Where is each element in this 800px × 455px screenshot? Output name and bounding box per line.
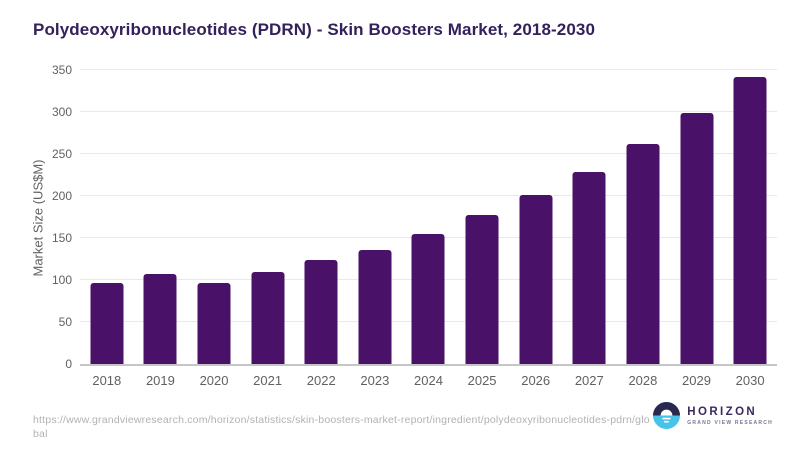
bar-slot-2021: 2021	[241, 70, 295, 388]
bar-2022	[304, 259, 338, 364]
bar-2024	[411, 233, 445, 364]
y-tick-label-50: 50	[58, 315, 72, 329]
bar-slot-2028: 2028	[616, 70, 670, 388]
x-tick-label-2027: 2027	[574, 373, 604, 388]
y-tick-label-200: 200	[51, 189, 72, 203]
logo-text: HORIZON GRAND VIEW RESEARCH	[687, 406, 773, 426]
bar-2025	[465, 215, 499, 364]
x-tick-label-2024: 2024	[414, 373, 443, 388]
x-tick-label-2028: 2028	[628, 373, 658, 388]
gridline-350	[80, 69, 777, 70]
x-tick-label-2030: 2030	[735, 373, 765, 388]
source-url-line-1: https://www.grandviewresearch.com/horizo…	[33, 414, 650, 426]
bar-2030	[733, 76, 767, 364]
x-tick-label-2026: 2026	[521, 373, 551, 388]
y-axis-title: Market Size (US$M)	[30, 159, 46, 277]
bar-2018	[90, 282, 124, 364]
x-tick-label-2023: 2023	[360, 373, 390, 388]
bar-2023	[358, 249, 392, 364]
logo-brand: HORIZON	[687, 405, 758, 418]
bar-slot-2029: 2029	[670, 70, 724, 388]
bars-row: 2018 2019 2020 2021 2022 2023 2024 2025 2026 2027…	[80, 70, 777, 388]
bar-slot-2025: 2025	[455, 70, 509, 388]
bar-slot-2022: 2022	[294, 70, 348, 388]
y-tick-label-100: 100	[51, 273, 72, 287]
source-url-line-2: bal	[33, 428, 48, 440]
chart-title: Polydeoxyribonucleotides (PDRN) - Skin B…	[33, 20, 596, 39]
plot-area: 0 50 100 150 200 250 300 350 2018 2019 2020 2021 20…	[52, 63, 777, 388]
bar-2027	[572, 171, 606, 364]
bar-2029	[680, 112, 713, 364]
bar-2026	[519, 195, 553, 364]
x-tick-label-2020: 2020	[199, 373, 229, 388]
bar-2028	[626, 143, 660, 364]
x-tick-label-2022: 2022	[306, 373, 336, 388]
x-tick-label-2025: 2025	[467, 373, 497, 388]
bar-slot-2027: 2027	[562, 70, 616, 388]
x-tick-label-2018: 2018	[92, 373, 122, 388]
bar-slot-2020: 2020	[187, 70, 241, 388]
y-tick-label-250: 250	[51, 147, 72, 161]
gridline-200	[80, 195, 777, 196]
y-tick-label-0: 0	[65, 357, 72, 371]
y-tick-label-350: 350	[51, 63, 72, 77]
bar-2020	[197, 282, 231, 364]
gridline-300	[80, 111, 777, 112]
y-tick-label-300: 300	[51, 105, 72, 119]
bar-slot-2024: 2024	[402, 70, 456, 388]
logo-tagline: GRAND VIEW RESEARCH	[687, 419, 773, 426]
horizon-logo-icon	[653, 402, 681, 429]
bar-slot-2026: 2026	[509, 70, 563, 388]
bar-slot-2030: 2030	[723, 70, 777, 388]
x-tick-label-2019: 2019	[145, 373, 175, 388]
bar-slot-2018: 2018	[80, 70, 134, 388]
y-tick-label-150: 150	[51, 231, 72, 245]
gridline-250	[80, 153, 777, 154]
source-url: https://www.grandviewresearch.com/horizo…	[33, 413, 650, 441]
bar-2021	[251, 271, 285, 364]
x-tick-label-2029: 2029	[682, 373, 711, 388]
bar-slot-2023: 2023	[348, 70, 402, 388]
horizon-logo: HORIZON GRAND VIEW RESEARCH	[653, 402, 773, 429]
bar-2019	[143, 274, 177, 364]
bar-slot-2019: 2019	[134, 70, 188, 388]
x-tick-label-2021: 2021	[253, 373, 283, 388]
